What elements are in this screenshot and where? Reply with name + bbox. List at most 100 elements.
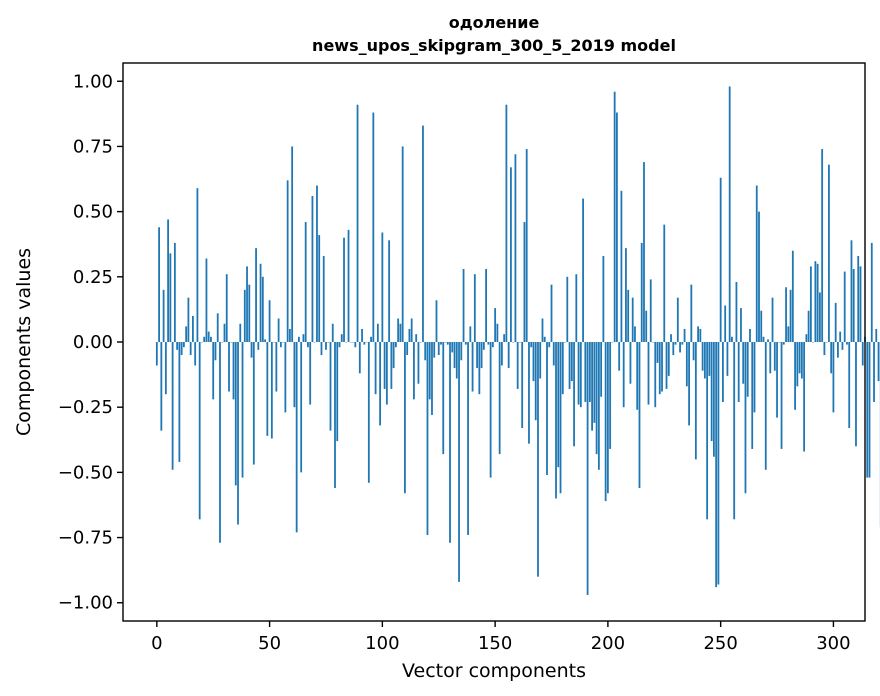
bar-153: [500, 342, 503, 366]
bar-96: [372, 112, 375, 342]
bar-146: [485, 268, 487, 342]
bar-1: [158, 227, 160, 342]
bar-267: [758, 211, 760, 342]
bar-194: [593, 342, 596, 423]
bar-242: [701, 342, 704, 371]
bar-241: [699, 328, 702, 342]
bar-45: [257, 342, 260, 350]
x-tick-label: 100: [365, 633, 399, 654]
bar-134: [458, 342, 460, 582]
bar-155: [505, 104, 508, 342]
bar-75: [325, 342, 327, 350]
bar-40: [246, 266, 248, 342]
bar-53: [275, 342, 278, 392]
bar-243: [703, 342, 706, 379]
bar-293: [816, 263, 819, 342]
bar-48: [264, 339, 266, 342]
bar-279: [785, 287, 787, 342]
bar-250: [719, 177, 722, 342]
bar-19: [198, 342, 201, 520]
bar-39: [243, 289, 246, 342]
bar-208: [625, 248, 627, 342]
bar-99: [379, 342, 381, 426]
bar-198: [602, 255, 605, 342]
bar-159: [514, 154, 517, 342]
bar-313: [861, 342, 864, 366]
bar-233: [681, 342, 684, 345]
bar-222: [656, 342, 659, 363]
bar-113: [410, 318, 413, 342]
y-tick-label: −0.50: [58, 462, 113, 483]
bar-179: [559, 342, 562, 494]
bar-263: [749, 328, 751, 342]
bar-205: [618, 342, 621, 371]
bar-280: [787, 326, 790, 342]
bar-156: [507, 342, 510, 369]
bar-175: [550, 284, 553, 342]
chart-subtitle: news_upos_skipgram_300_5_2019 model: [312, 36, 676, 55]
bar-213: [636, 342, 639, 410]
bar-50: [268, 300, 271, 342]
bar-119: [424, 342, 427, 361]
bar-69: [311, 195, 314, 342]
bar-283: [794, 342, 796, 410]
bar-221: [654, 342, 657, 408]
bar-163: [523, 222, 526, 342]
bar-190: [584, 342, 587, 402]
bar-30: [223, 323, 226, 342]
bar-123: [433, 342, 436, 358]
bar-131: [451, 342, 454, 353]
bar-49: [266, 342, 269, 436]
bar-308: [850, 240, 853, 342]
bar-7: [171, 342, 174, 470]
bar-264: [751, 342, 754, 449]
bar-105: [392, 342, 395, 369]
bar-201: [609, 342, 612, 449]
bar-268: [760, 310, 763, 342]
bar-150: [494, 308, 497, 342]
bar-0: [155, 342, 158, 366]
bar-306: [846, 342, 848, 345]
bar-41: [248, 284, 251, 342]
bar-59: [288, 328, 291, 342]
bar-120: [426, 342, 429, 535]
bar-282: [791, 250, 794, 342]
bar-248: [715, 342, 718, 588]
bar-144: [480, 342, 483, 369]
bar-277: [780, 342, 783, 449]
bar-166: [530, 342, 533, 348]
bar-122: [431, 342, 433, 416]
bar-235: [685, 342, 688, 387]
bar-61: [293, 342, 296, 408]
bar-191: [586, 342, 589, 595]
bar-252: [724, 305, 727, 342]
bar-73: [320, 342, 323, 356]
bar-240: [697, 326, 699, 342]
x-tick-label: 50: [258, 633, 281, 654]
bar-289: [807, 310, 810, 342]
bar-90: [358, 342, 361, 374]
bar-307: [848, 342, 851, 429]
y-tick-label: 0.25: [73, 267, 113, 288]
bar-237: [690, 284, 693, 342]
bar-294: [818, 292, 821, 342]
bar-130: [449, 342, 451, 543]
x-tick-label: 200: [591, 633, 625, 654]
bar-46: [259, 263, 262, 342]
bar-165: [528, 342, 530, 444]
bar-284: [796, 342, 799, 387]
bar-192: [588, 342, 591, 402]
bar-254: [728, 86, 731, 342]
bar-316: [868, 342, 871, 478]
bar-44: [255, 248, 257, 342]
bar-184: [570, 342, 573, 382]
bar-174: [548, 342, 551, 348]
bar-142: [476, 342, 478, 369]
bar-261: [744, 342, 747, 494]
chart-title: одоление: [449, 13, 540, 32]
bar-4: [164, 342, 167, 395]
bar-274: [773, 342, 776, 371]
bar-95: [370, 336, 372, 342]
bars-group: [155, 86, 880, 595]
x-tick-label: 0: [151, 633, 162, 654]
